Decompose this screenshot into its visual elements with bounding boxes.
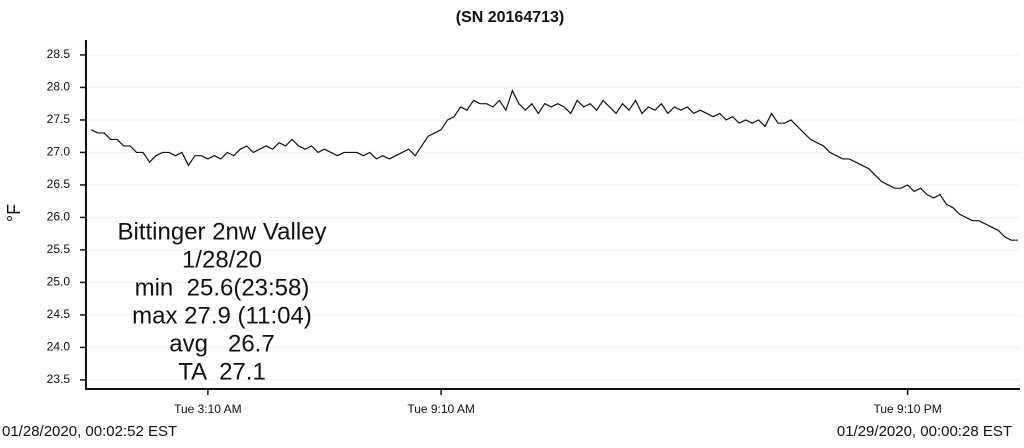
- annotation: TA 27.1: [178, 358, 266, 385]
- y-tick-label: 25.5: [47, 242, 71, 256]
- annotation: max 27.9 (11:04): [132, 302, 312, 329]
- annotation: avg 26.7: [169, 330, 274, 357]
- end-time: 01/29/2020, 00:00:28 EST: [837, 423, 1012, 440]
- annotation: min 25.6(23:58): [135, 274, 310, 301]
- y-tick-label: 28.5: [47, 47, 71, 61]
- y-tick-label: 27.5: [47, 112, 71, 126]
- y-axis-label: °F: [4, 204, 24, 222]
- x-tick-label: Tue 3:10 AM: [174, 402, 242, 416]
- y-tick-label: 27.0: [47, 145, 71, 159]
- y-tick-label: 24.5: [47, 307, 71, 321]
- y-tick-label: 26.5: [47, 177, 71, 191]
- data-line: [90, 89, 1018, 241]
- chart-title: (SN 20164713): [456, 9, 565, 26]
- start-time: 01/28/2020, 00:02:52 EST: [2, 423, 177, 440]
- annotation: Bittinger 2nw Valley: [118, 218, 327, 245]
- y-tick-label: 26.0: [47, 210, 71, 224]
- x-tick-label: Tue 9:10 PM: [873, 402, 941, 416]
- y-tick-label: 24.0: [47, 340, 71, 354]
- y-tick-label: 28.0: [47, 80, 71, 94]
- y-tick-label: 23.5: [47, 372, 71, 386]
- x-tick-label: Tue 9:10 AM: [407, 402, 475, 416]
- y-tick-label: 25.0: [47, 275, 71, 289]
- annotation: 1/28/20: [182, 246, 262, 273]
